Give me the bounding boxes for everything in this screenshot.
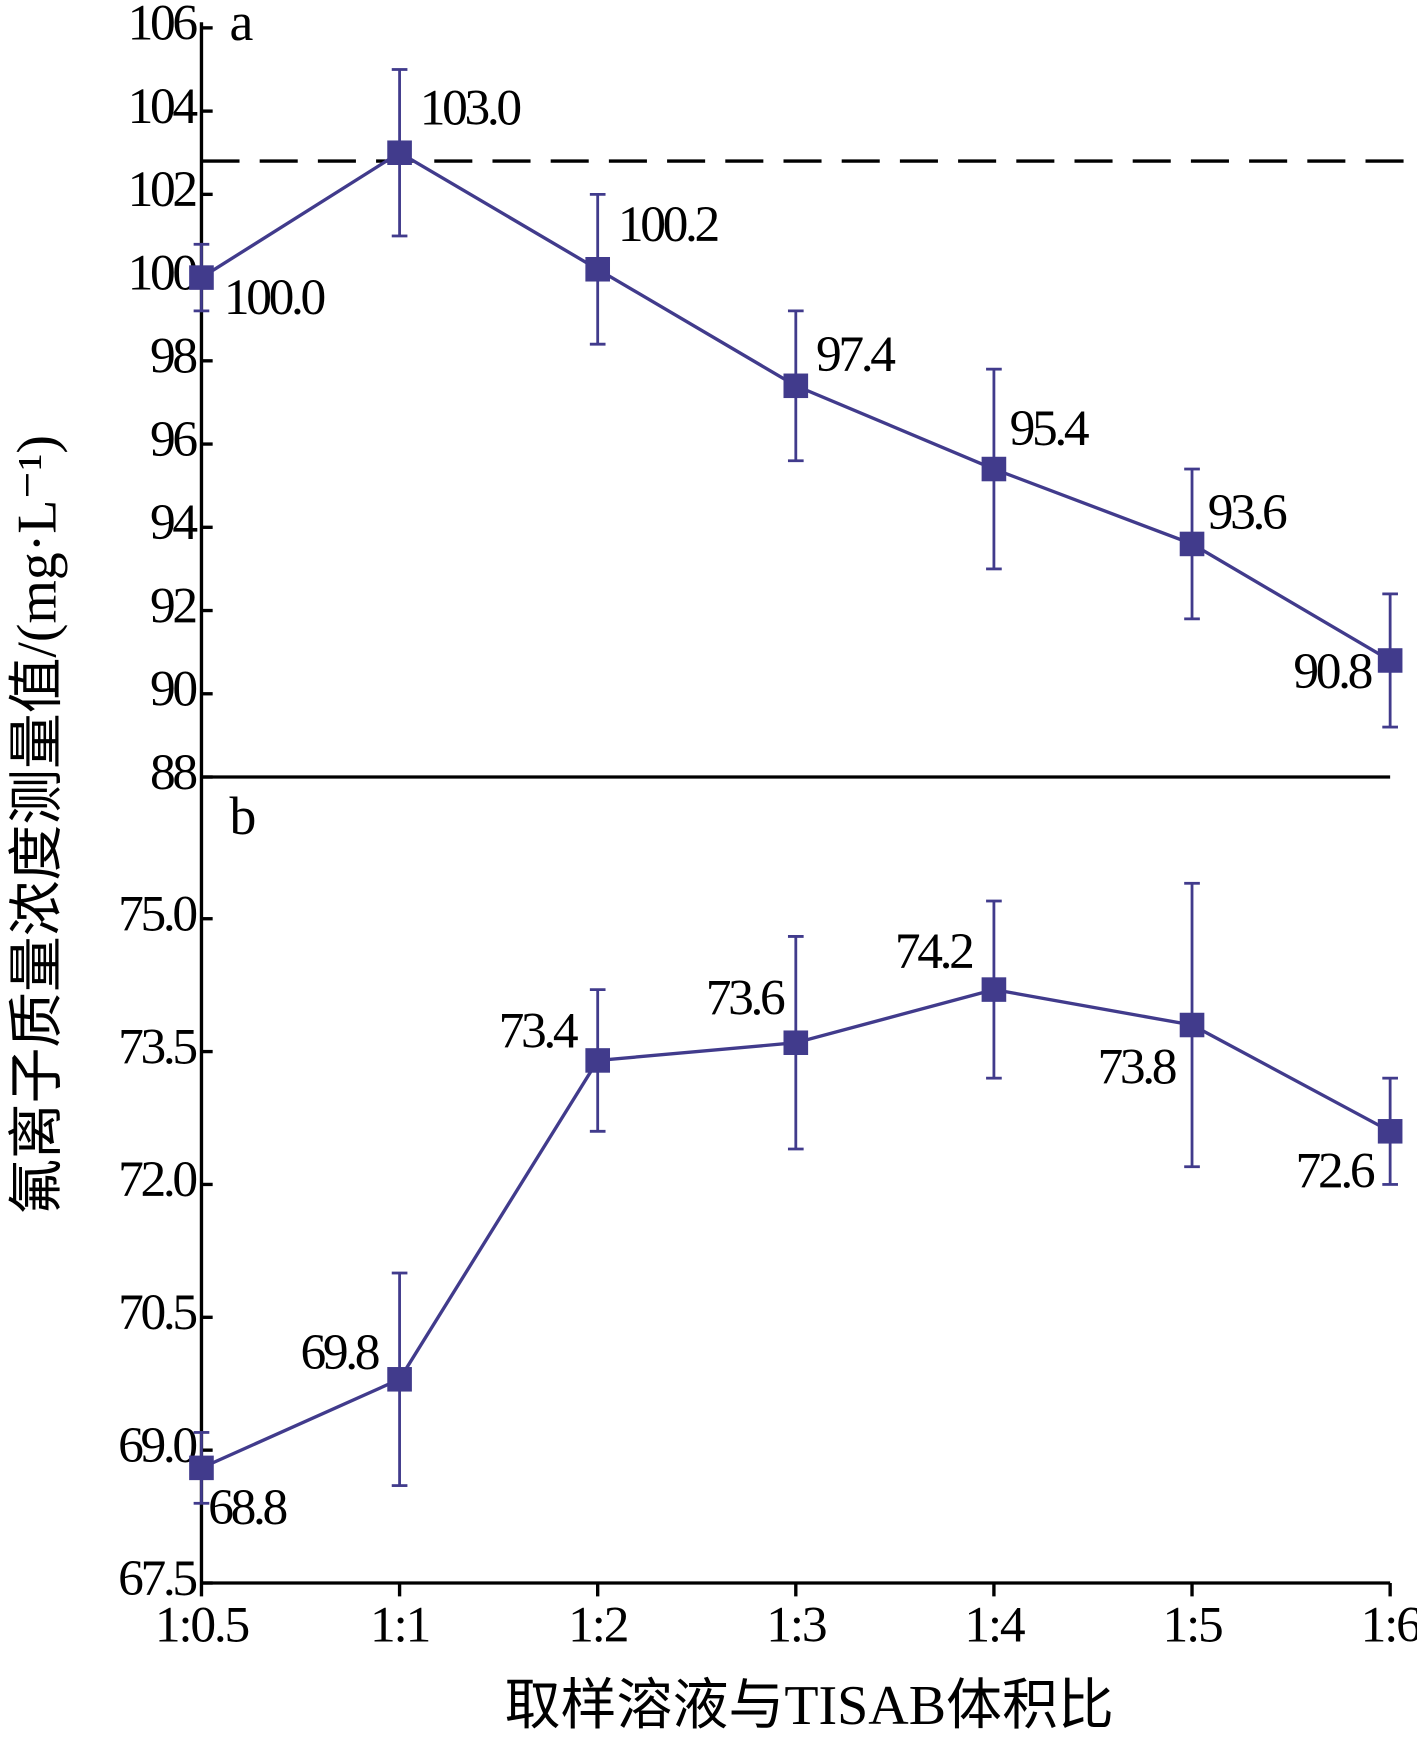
y-tick-label: 73.5 — [118, 1018, 196, 1075]
data-label: 73.4 — [499, 1003, 578, 1060]
y-tick-label: 88 — [150, 744, 196, 801]
marker — [387, 140, 412, 165]
x-tick-label: 1:1 — [370, 1597, 429, 1654]
x-tick-label: 1:5 — [1162, 1597, 1222, 1654]
marker — [783, 1030, 809, 1055]
data-label: 97.4 — [816, 326, 895, 383]
y-tick-label: 106 — [128, 0, 198, 52]
data-label: 90.8 — [1293, 643, 1371, 700]
marker — [783, 373, 809, 399]
marker — [981, 977, 1007, 1002]
data-label: 74.2 — [895, 923, 972, 980]
y-tick-label: 104 — [128, 78, 198, 135]
y-axis-label: 氟离子质量浓度测量值/(mg·L⁻¹) — [6, 435, 68, 1215]
marker — [981, 456, 1007, 482]
x-tick-label: 1:2 — [568, 1597, 627, 1654]
y-tick-label: 92 — [150, 577, 195, 634]
y-tick-label: 90 — [150, 661, 196, 718]
x-tick-label: 1:3 — [766, 1597, 826, 1654]
panel-label: b — [229, 786, 256, 846]
data-label: 73.6 — [706, 969, 785, 1026]
marker — [1179, 531, 1205, 557]
marker — [585, 1048, 611, 1073]
data-label: 100.2 — [618, 196, 718, 253]
y-tick-label: 94 — [150, 494, 197, 551]
y-tick-label: 98 — [150, 328, 196, 385]
y-tick-label: 75.0 — [118, 886, 196, 943]
data-label: 95.4 — [1010, 400, 1089, 457]
x-tick-label: 1:4 — [964, 1597, 1025, 1654]
y-tick-label: 102 — [128, 161, 196, 218]
data-label: 72.6 — [1296, 1143, 1375, 1200]
marker — [189, 1455, 214, 1481]
data-label: 100.0 — [224, 269, 325, 326]
y-tick-label: 72.0 — [118, 1151, 196, 1208]
y-tick-label: 100 — [128, 244, 197, 301]
data-label: 68.8 — [208, 1479, 286, 1536]
data-label: 73.8 — [1097, 1039, 1175, 1096]
x-tick-label: 1:0.5 — [155, 1597, 249, 1654]
marker — [189, 265, 214, 290]
data-label: 69.8 — [301, 1324, 379, 1381]
x-tick-label: 1:6 — [1361, 1597, 1417, 1654]
data-label: 93.6 — [1208, 484, 1287, 541]
y-tick-label: 69.0 — [118, 1417, 196, 1474]
x-axis-label: 取样溶液与TISAB体积比 — [505, 1675, 1114, 1737]
marker — [387, 1367, 412, 1392]
marker — [1377, 648, 1403, 673]
y-tick-label: 70.5 — [118, 1284, 196, 1341]
marker — [1377, 1119, 1403, 1144]
marker — [585, 256, 611, 282]
data-label: 103.0 — [420, 79, 521, 136]
panel-label: a — [229, 0, 253, 52]
y-tick-label: 67.5 — [118, 1550, 196, 1607]
marker — [1179, 1012, 1205, 1038]
y-tick-label: 96 — [150, 411, 197, 468]
